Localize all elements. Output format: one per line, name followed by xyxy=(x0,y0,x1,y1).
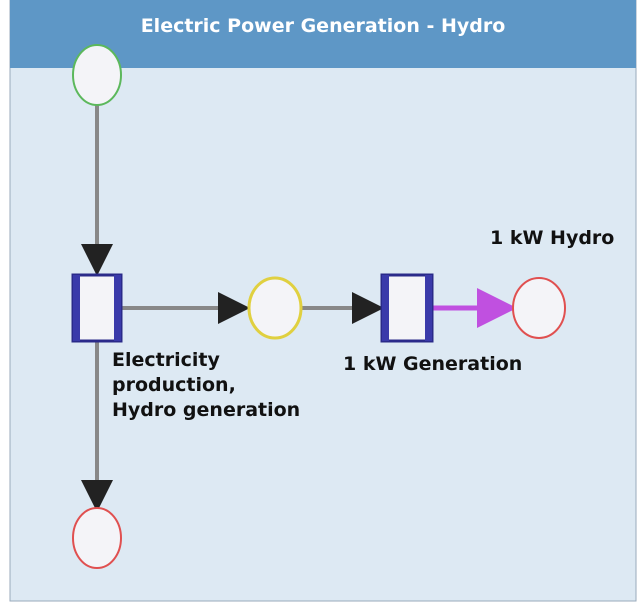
node-label: 1 kW Hydro xyxy=(490,227,614,249)
sink-node xyxy=(512,277,566,339)
process-edge xyxy=(73,275,80,341)
process-edge xyxy=(425,275,432,341)
sink-node xyxy=(72,507,122,569)
flow-node xyxy=(247,276,303,340)
node-label: 1 kW Generation xyxy=(343,353,522,375)
title: Electric Power Generation - Hydro xyxy=(141,15,506,37)
source-node xyxy=(72,44,122,106)
process-edge xyxy=(382,275,389,341)
process-node xyxy=(71,273,123,343)
process-edge xyxy=(114,275,121,341)
node-label: Electricity production, Hydro generation xyxy=(112,349,300,421)
process-node xyxy=(380,273,434,343)
